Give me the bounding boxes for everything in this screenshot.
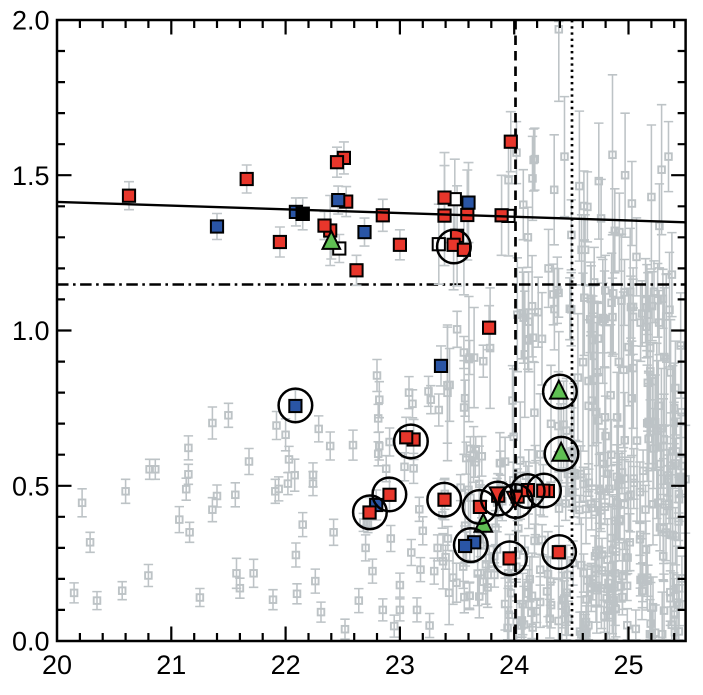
- svg-text:1.0: 1.0: [12, 316, 50, 346]
- svg-text:0.5: 0.5: [12, 471, 50, 501]
- svg-text:1.5: 1.5: [12, 161, 50, 191]
- svg-text:23: 23: [385, 650, 415, 680]
- svg-text:2.0: 2.0: [12, 6, 50, 36]
- svg-text:21: 21: [156, 650, 186, 680]
- svg-text:22: 22: [271, 650, 301, 680]
- svg-text:25: 25: [613, 650, 643, 680]
- svg-text:0.0: 0.0: [12, 627, 50, 657]
- svg-text:24: 24: [499, 650, 529, 680]
- svg-text:20: 20: [42, 650, 72, 680]
